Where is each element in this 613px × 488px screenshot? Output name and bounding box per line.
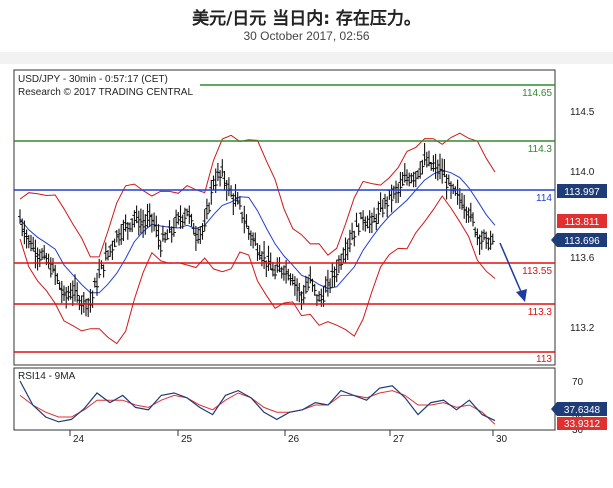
x-tick-24: 24 (73, 434, 85, 445)
price-panel-frame (13, 69, 556, 366)
rsi-panel-frame (13, 367, 556, 431)
resistance-tag (557, 214, 607, 228)
forecast-arrow-head (516, 289, 527, 302)
x-tick-26: 26 (288, 434, 300, 445)
level-label-113: 113 (536, 354, 552, 365)
y-tick-113-6: 113.6 (570, 253, 595, 264)
bollinger-lower-line (19, 195, 496, 345)
resistance-tag-value: 113.811 (565, 217, 600, 228)
source-label: Research © 2017 TRADING CENTRAL (18, 87, 193, 98)
y-tick-114-0: 114.0 (570, 167, 595, 178)
forecast-arrow-line (499, 242, 523, 295)
rsi-value-tag (551, 402, 607, 416)
bollinger-upper-value: 113.997 (564, 187, 600, 198)
current-price-value: 113.696 (564, 236, 600, 247)
rsi-ma-value: 33.9312 (564, 419, 601, 430)
rsi-tick-30: 30 (572, 425, 584, 436)
page-date: 30 October 2017, 02:56 (243, 29, 370, 43)
rsi-label: RSI14 - 9MA (18, 371, 76, 382)
bollinger-upper-tag (557, 184, 607, 198)
y-tick-114-5: 114.5 (570, 107, 595, 118)
rsi-lines (19, 380, 496, 425)
rsi-tick-70: 70 (572, 377, 584, 388)
rsi-ma-tag (557, 417, 607, 430)
level-label-114: 114 (536, 193, 552, 204)
rsi-ma-line (19, 390, 496, 425)
rsi-line (19, 380, 496, 423)
header-separator (0, 52, 613, 64)
symbol-label: USD/JPY - 30min - 0:57:17 (CET) (18, 74, 168, 85)
current-price-tag (551, 233, 607, 247)
y-tick-113-2: 113.2 (570, 323, 595, 334)
level-label-113-3: 113.3 (528, 307, 553, 318)
level-label-114-3: 114.3 (528, 144, 553, 155)
page-title: 美元/日元 当日内: 存在压力。 (192, 9, 421, 29)
x-tick-27: 27 (393, 434, 405, 445)
level-label-113-55: 113.55 (522, 266, 552, 277)
x-tick-25: 25 (181, 434, 193, 445)
rsi-value: 37.6348 (564, 405, 601, 416)
level-label-114-65: 114.65 (522, 88, 552, 99)
x-tick-30: 30 (496, 434, 508, 445)
